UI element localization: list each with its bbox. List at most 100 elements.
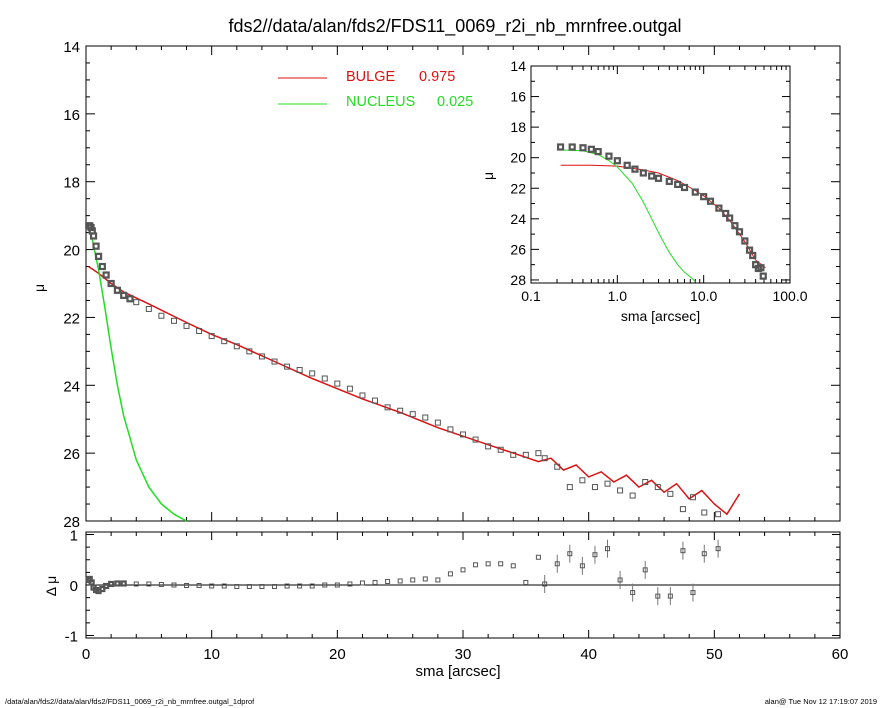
residual-data-point bbox=[690, 590, 696, 596]
main-data-point bbox=[98, 262, 106, 271]
main-data-point bbox=[460, 431, 466, 438]
residual-data-point bbox=[617, 577, 623, 583]
main-y-tick-label: 28 bbox=[63, 514, 80, 531]
main-series-nucleus bbox=[87, 228, 187, 522]
residual-data-point bbox=[385, 578, 391, 584]
main-data-point bbox=[221, 338, 228, 345]
residual-data-point bbox=[655, 593, 661, 599]
inset-data-point bbox=[706, 197, 715, 205]
main-data-point bbox=[296, 367, 303, 374]
main-data-point bbox=[196, 328, 203, 334]
residual-x-tick-label: 0 bbox=[82, 646, 90, 663]
main-data-point bbox=[654, 484, 661, 491]
residual-data-point bbox=[485, 561, 491, 567]
residual-data-point bbox=[246, 584, 252, 590]
main-data-point bbox=[701, 509, 708, 516]
main-data-point bbox=[497, 446, 504, 453]
residual-data-point bbox=[567, 551, 573, 557]
main-data-point bbox=[522, 451, 529, 458]
residual-data-point bbox=[498, 561, 504, 567]
main-data-point bbox=[89, 232, 98, 240]
residual-x-tick-label: 50 bbox=[706, 646, 723, 663]
main-y-tick-label: 20 bbox=[63, 243, 80, 260]
inset-x-tick-label: 0.1 bbox=[521, 288, 541, 304]
inset-panel: 0.1 1.0 10.0 100.0 14 16 18 20 22 24 26 28 sma [arcs… bbox=[480, 58, 808, 324]
main-data-point bbox=[566, 484, 573, 491]
residual-data-point bbox=[667, 593, 673, 599]
main-data-point bbox=[384, 404, 391, 411]
main-data-point bbox=[409, 411, 416, 418]
main-data-point bbox=[472, 436, 479, 443]
main-data-point bbox=[689, 494, 696, 501]
residual-data-point bbox=[272, 584, 277, 590]
main-y-tick-label: 24 bbox=[63, 378, 80, 395]
residual-x-tick-label: 40 bbox=[580, 646, 597, 663]
main-data-point bbox=[92, 242, 100, 250]
main-data-point bbox=[715, 511, 722, 518]
residual-data-point bbox=[642, 567, 648, 573]
main-data-point bbox=[158, 312, 165, 319]
inset-y-tick-label: 14 bbox=[510, 58, 526, 74]
inset-data-point bbox=[631, 165, 639, 173]
residual-x-tick-label: 10 bbox=[203, 646, 220, 663]
residual-y-tick-label: 0 bbox=[70, 578, 78, 595]
residual-data-point bbox=[410, 577, 416, 583]
inset-data-point bbox=[613, 157, 621, 165]
legend: BULGE 0.975 NUCLEUS 0.025 bbox=[278, 69, 473, 110]
residual-data-point bbox=[510, 563, 516, 569]
main-data-point bbox=[94, 252, 103, 260]
main-data-point bbox=[334, 380, 341, 387]
inset-data-point bbox=[741, 237, 749, 245]
residual-data-point bbox=[284, 583, 290, 589]
main-data-point bbox=[246, 348, 253, 355]
inset-data-point bbox=[715, 204, 723, 212]
inset-data-point bbox=[605, 152, 613, 160]
inset-data-point bbox=[654, 174, 663, 182]
main-data-point bbox=[102, 271, 110, 279]
main-data-point bbox=[126, 295, 134, 303]
residual-data-point bbox=[422, 576, 428, 582]
inset-data-point bbox=[665, 177, 673, 185]
main-data-point bbox=[485, 443, 492, 450]
main-data-point bbox=[434, 419, 441, 426]
residual-data-point bbox=[605, 546, 611, 552]
inset-series-nucleus bbox=[560, 149, 696, 282]
inset-data-point bbox=[674, 180, 682, 189]
residual-data-point bbox=[234, 584, 240, 590]
main-data-point bbox=[321, 375, 328, 382]
footer-right: alan@ Tue Nov 12 17:19:07 2019 bbox=[765, 697, 877, 706]
main-data-point bbox=[258, 353, 265, 360]
residual-y-axis-label: Δ μ bbox=[43, 576, 59, 597]
inset-y-tick-label: 26 bbox=[510, 241, 526, 257]
legend-label-bulge: BULGE bbox=[346, 69, 395, 85]
residual-data-point bbox=[184, 583, 190, 589]
residual-data-point bbox=[196, 583, 202, 589]
inset-data-point bbox=[735, 228, 744, 236]
inset-data-point bbox=[759, 272, 767, 280]
residual-data-point bbox=[473, 562, 479, 568]
main-data-point bbox=[535, 450, 542, 457]
main-data-point bbox=[397, 407, 404, 414]
inset-data-point bbox=[731, 222, 739, 230]
residual-data-point bbox=[88, 579, 95, 586]
legend-value-bulge: 0.975 bbox=[419, 69, 455, 85]
main-data-point bbox=[554, 463, 561, 470]
inset-data-point bbox=[623, 161, 631, 169]
inset-y-tick-label: 16 bbox=[510, 89, 526, 105]
main-data-point bbox=[510, 451, 517, 458]
residual-data-point bbox=[221, 583, 227, 589]
main-data-point bbox=[107, 279, 115, 288]
main-panel: 14 16 18 20 22 24 26 28 μ bbox=[31, 39, 841, 531]
residual-data-point bbox=[171, 582, 177, 588]
residual-data-point bbox=[554, 561, 560, 567]
main-y-tick-label: 18 bbox=[63, 175, 80, 192]
residual-data-point bbox=[579, 563, 585, 569]
main-data-point bbox=[133, 299, 140, 306]
residual-data-point bbox=[542, 581, 548, 587]
inset-y-axis-label: μ bbox=[480, 172, 496, 180]
residual-data-point bbox=[359, 580, 365, 586]
residual-data-point bbox=[680, 548, 686, 554]
residual-data-point bbox=[309, 583, 315, 589]
main-series-bulge bbox=[88, 265, 741, 516]
main-data-point bbox=[667, 490, 674, 497]
